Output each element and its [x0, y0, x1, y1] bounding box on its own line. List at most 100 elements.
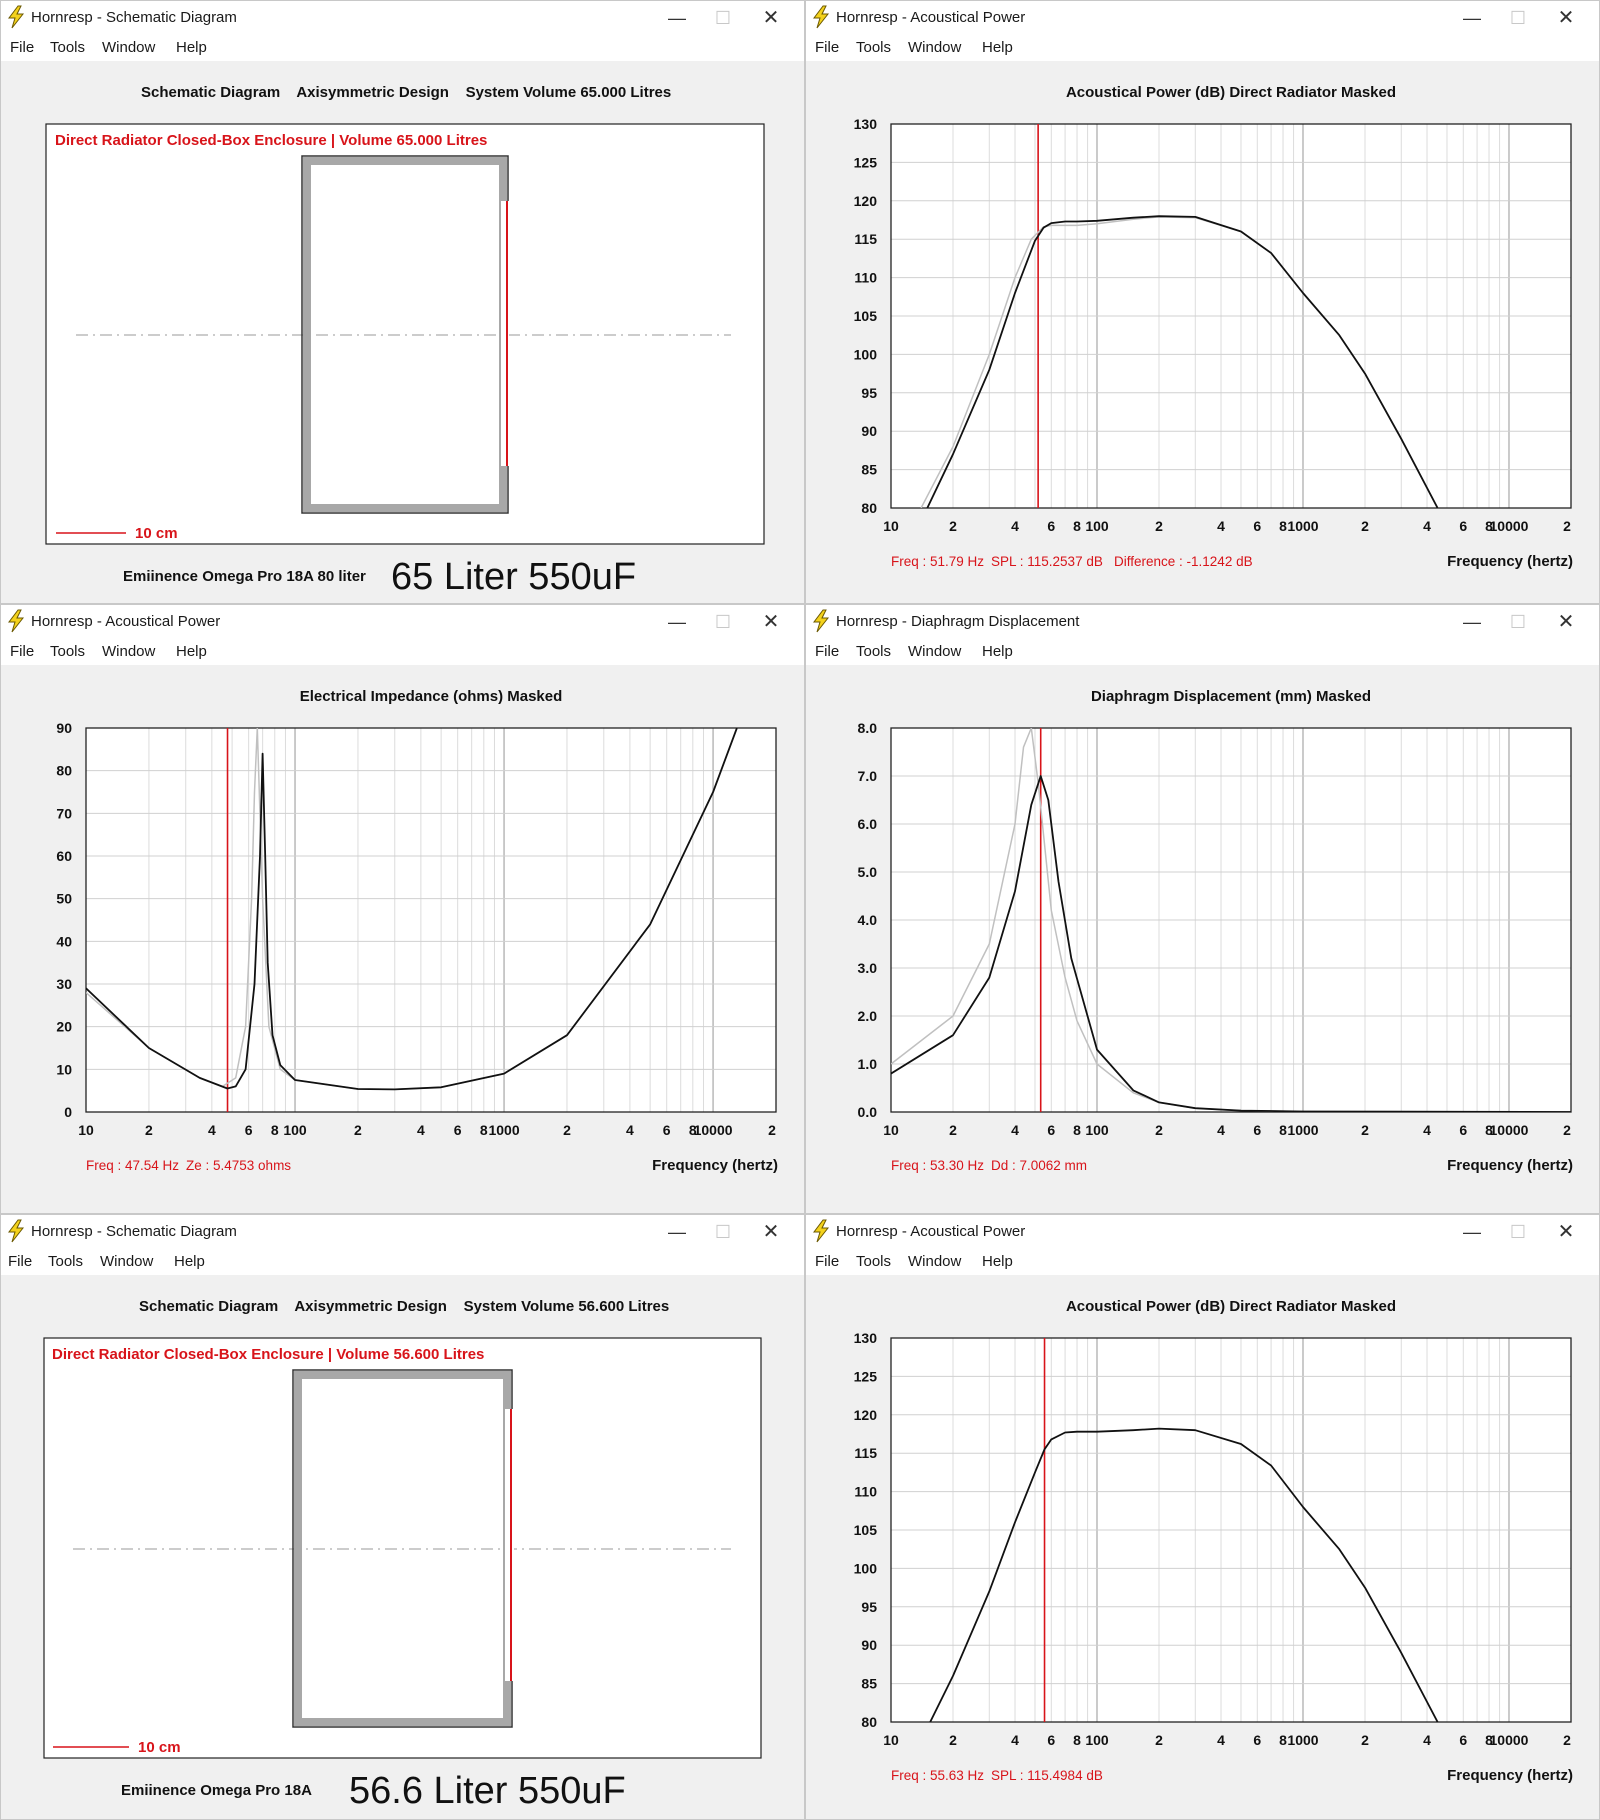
x-tick-label: 8 [1073, 1732, 1081, 1748]
menu-help[interactable]: Help [982, 643, 1013, 660]
impedance-window[interactable]: Hornresp - Acoustical Power — ☐ ✕ File T… [0, 604, 805, 1214]
menu-tools[interactable]: Tools [50, 39, 86, 56]
schematic-window-56[interactable]: Hornresp - Schematic Diagram — ☐ ✕ File … [0, 1214, 805, 1820]
close-button[interactable]: ✕ [762, 1221, 780, 1243]
maximize-button[interactable]: ☐ [714, 1222, 732, 1242]
title-bar[interactable]: Hornresp - Schematic Diagram — ☐ ✕ [1, 1, 804, 35]
y-tick-label: 50 [56, 891, 72, 907]
lightning-bolt-icon [8, 5, 25, 29]
menu-tools[interactable]: Tools [856, 643, 892, 660]
close-button[interactable]: ✕ [1557, 7, 1575, 29]
minimize-button[interactable]: — [1463, 1222, 1481, 1242]
maximize-button[interactable]: ☐ [1509, 8, 1527, 28]
x-tick-label: 2 [768, 1122, 776, 1138]
menu-file[interactable]: File [8, 1253, 33, 1270]
maximize-button[interactable]: ☐ [714, 612, 732, 632]
x-tick-label: 6 [1047, 1122, 1055, 1138]
acoustical-power-window-65[interactable]: Hornresp - Acoustical Power — ☐ ✕ File T… [805, 0, 1600, 604]
minimize-button[interactable]: — [1463, 612, 1481, 632]
menu-file[interactable]: File [10, 643, 35, 660]
x-tick-label: 2 [563, 1122, 571, 1138]
maximize-button[interactable]: ☐ [1509, 1222, 1527, 1242]
menu-window[interactable]: Window [908, 1253, 962, 1270]
x-tick-label: 6 [1253, 1122, 1261, 1138]
menu-help[interactable]: Help [174, 1253, 205, 1270]
y-tick-label: 4.0 [858, 912, 878, 928]
x-tick-label: 6 [1047, 518, 1055, 534]
menu-help[interactable]: Help [176, 39, 207, 56]
y-tick-label: 85 [861, 1676, 877, 1692]
menu-tools[interactable]: Tools [50, 643, 86, 660]
menu-window[interactable]: Window [908, 643, 962, 660]
displacement-chart: Diaphragm Displacement (mm) Masked 0.0 1.0… [858, 688, 1573, 1174]
menu-tools[interactable]: Tools [48, 1253, 84, 1270]
title-bar[interactable]: Hornresp - Acoustical Power — ☐ ✕ [1, 605, 804, 639]
schematic-window-65[interactable]: Hornresp - Schematic Diagram — ☐ ✕ File … [0, 0, 805, 604]
y-tick-label: 110 [854, 270, 877, 286]
menu-tools[interactable]: Tools [856, 1253, 892, 1270]
x-tick-label: 8 [689, 1122, 697, 1138]
x-tick-label: 2 [1361, 1122, 1369, 1138]
y-tick-label: 130 [854, 1330, 878, 1346]
close-button[interactable]: ✕ [1557, 1221, 1575, 1243]
menu-window[interactable]: Window [100, 1253, 154, 1270]
displacement-window[interactable]: Hornresp - Diaphragm Displacement — ☐ ✕ … [805, 604, 1600, 1214]
y-tick-label: 90 [56, 720, 72, 736]
status-readout: Ze : 5.4753 ohms [186, 1158, 291, 1173]
menu-file[interactable]: File [815, 39, 840, 56]
x-tick-label: 4 [1423, 1122, 1431, 1138]
x-tick-label: 10000 [1490, 518, 1529, 534]
title-bar[interactable]: Hornresp - Schematic Diagram — ☐ ✕ [1, 1215, 804, 1249]
menu-window[interactable]: Window [102, 643, 156, 660]
y-tick-label: 115 [854, 231, 877, 247]
x-tick-label: 4 [1217, 1732, 1225, 1748]
menu-file[interactable]: File [10, 39, 35, 56]
x-tick-label: 10 [883, 1122, 899, 1138]
menu-window[interactable]: Window [102, 39, 156, 56]
maximize-button[interactable]: ☐ [714, 8, 732, 28]
y-tick-label: 115 [854, 1445, 877, 1461]
x-tick-label: 1000 [1287, 1732, 1318, 1748]
menu-file[interactable]: File [815, 643, 840, 660]
window-title: Hornresp - Schematic Diagram [31, 1223, 237, 1240]
diagram-panel [43, 1337, 762, 1759]
y-tick-label: 95 [861, 385, 877, 401]
x-tick-label: 4 [1011, 1732, 1019, 1748]
maximize-button[interactable]: ☐ [1509, 612, 1527, 632]
close-button[interactable]: ✕ [762, 7, 780, 29]
menu-file[interactable]: File [815, 1253, 840, 1270]
y-tick-label: 3.0 [858, 960, 878, 976]
x-axis-label: Frequency (hertz) [1447, 553, 1573, 570]
x-tick-label: 2 [1361, 518, 1369, 534]
chart-heading: Diaphragm Displacement (mm) Masked [1091, 688, 1371, 705]
menu-bar: File Tools Window Help [806, 35, 1599, 61]
minimize-button[interactable]: — [668, 1222, 686, 1242]
y-tick-label: 60 [56, 848, 72, 864]
menu-tools[interactable]: Tools [856, 39, 892, 56]
acoustical-power-window-56[interactable]: Hornresp - Acoustical Power — ☐ ✕ File T… [805, 1214, 1600, 1820]
window-title: Hornresp - Acoustical Power [31, 613, 221, 630]
title-bar[interactable]: Hornresp - Acoustical Power — ☐ ✕ [806, 1, 1599, 35]
minimize-button[interactable]: — [668, 612, 686, 632]
minimize-button[interactable]: — [668, 8, 686, 28]
menu-bar: File Tools Window Help [1, 1249, 804, 1275]
primary-curve [926, 215, 1439, 508]
title-bar[interactable]: Hornresp - Diaphragm Displacement — ☐ ✕ [806, 605, 1599, 639]
menu-window[interactable]: Window [908, 39, 962, 56]
y-tick-label: 110 [854, 1484, 877, 1500]
menu-help[interactable]: Help [982, 39, 1013, 56]
x-tick-label: 6 [1459, 1732, 1467, 1748]
x-tick-label: 2 [949, 518, 957, 534]
close-button[interactable]: ✕ [762, 611, 780, 633]
close-button[interactable]: ✕ [1557, 611, 1575, 633]
title-bar[interactable]: Hornresp - Acoustical Power — ☐ ✕ [806, 1215, 1599, 1249]
menu-help[interactable]: Help [982, 1253, 1013, 1270]
schematic-content: Schematic Diagram Axisymmetric Design Sy… [45, 84, 765, 598]
menu-help[interactable]: Help [176, 643, 207, 660]
minimize-button[interactable]: — [1463, 8, 1481, 28]
x-tick-label: 4 [1217, 518, 1225, 534]
window-title: Hornresp - Acoustical Power [836, 9, 1026, 26]
y-tick-label: 105 [854, 308, 878, 324]
y-tick-label: 80 [861, 1714, 877, 1730]
chart-heading: Acoustical Power (dB) Direct Radiator Ma… [1066, 84, 1396, 101]
